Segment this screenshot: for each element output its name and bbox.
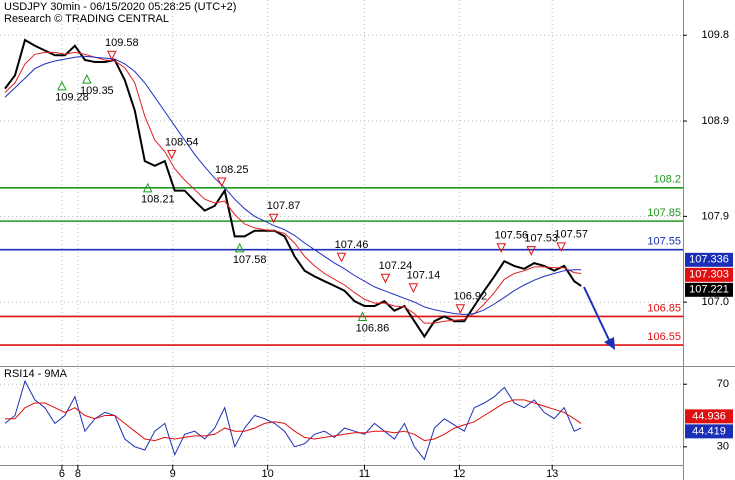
price-tag <box>685 252 733 267</box>
y-tick-label: 107.9 <box>701 210 729 222</box>
panel-title: RSI14 - 9MA <box>4 368 68 380</box>
y-tick-label: 107.0 <box>701 296 729 308</box>
x-tick-label: 13 <box>546 468 558 480</box>
series-line <box>4 55 582 316</box>
support-marker <box>57 80 67 91</box>
x-tick-label: 9 <box>170 468 176 480</box>
price-tag-label: 44.419 <box>692 425 726 437</box>
y-tick-label: 30 <box>717 441 729 453</box>
price-tag <box>685 282 733 297</box>
x-tick-label: 8 <box>75 468 81 480</box>
resistance-marker <box>455 304 466 314</box>
projection-arrow <box>583 286 611 343</box>
chart-title: USDJPY 30min - 06/15/2020 05:28:25 (UTC+… <box>4 1 236 13</box>
marker-label: 107.57 <box>554 229 588 241</box>
marker-label: 107.46 <box>335 239 369 251</box>
price-tag-label: 44.936 <box>692 410 726 422</box>
price-tag-label: 107.221 <box>689 284 729 296</box>
level-label: 108.2 <box>653 174 681 186</box>
resistance-marker <box>216 177 227 188</box>
series-line <box>4 379 582 461</box>
y-tick-label: 70 <box>717 378 729 390</box>
support-marker <box>142 182 153 193</box>
y-tick-label: 109.8 <box>701 29 729 41</box>
series-line <box>5 399 582 442</box>
support-marker <box>82 74 92 84</box>
price-tag-label: 107.336 <box>689 254 729 266</box>
resistance-marker <box>408 283 419 293</box>
marker-label: 109.58 <box>105 37 139 49</box>
level-label: 107.55 <box>647 236 681 248</box>
price-tag <box>685 424 733 439</box>
support-marker <box>234 242 245 253</box>
x-tick-label: 11 <box>359 468 370 480</box>
x-tick-label: 10 <box>261 468 273 480</box>
series-line <box>4 38 582 339</box>
marker-label: 108.54 <box>165 136 199 148</box>
marker-label: 107.87 <box>267 200 301 212</box>
resistance-marker <box>496 243 507 253</box>
price-tag-label: 107.303 <box>689 269 729 281</box>
y-tick-label: 108.9 <box>701 115 729 127</box>
series-line <box>4 51 582 324</box>
marker-label: 109.35 <box>80 85 114 97</box>
resistance-marker <box>107 50 117 61</box>
projection-arrow-head <box>604 337 615 350</box>
price-tag <box>685 267 733 282</box>
resistance-marker <box>336 252 347 263</box>
resistance-marker <box>166 149 177 160</box>
resistance-marker <box>556 242 566 252</box>
price-tag <box>685 409 733 424</box>
marker-label: 106.86 <box>356 322 390 334</box>
marker-label: 107.58 <box>233 254 267 266</box>
level-label: 106.55 <box>647 331 681 343</box>
x-tick-label: 12 <box>453 468 465 480</box>
marker-label: 108.25 <box>215 164 249 176</box>
support-marker <box>357 311 368 321</box>
marker-label: 109.28 <box>55 92 89 104</box>
resistance-marker <box>526 246 537 256</box>
resistance-marker <box>268 213 279 224</box>
marker-label: 108.21 <box>141 194 175 206</box>
marker-label: 106.92 <box>453 291 487 303</box>
resistance-marker <box>380 273 391 284</box>
level-label: 106.85 <box>647 302 681 314</box>
marker-label: 107.24 <box>379 260 413 272</box>
chart-subtitle: Research © TRADING CENTRAL <box>4 13 169 25</box>
marker-label: 107.14 <box>407 270 441 282</box>
level-label: 107.85 <box>647 207 681 219</box>
marker-label: 107.56 <box>494 230 528 242</box>
marker-label: 107.53 <box>524 233 558 245</box>
x-tick-label: 6 <box>59 468 65 480</box>
